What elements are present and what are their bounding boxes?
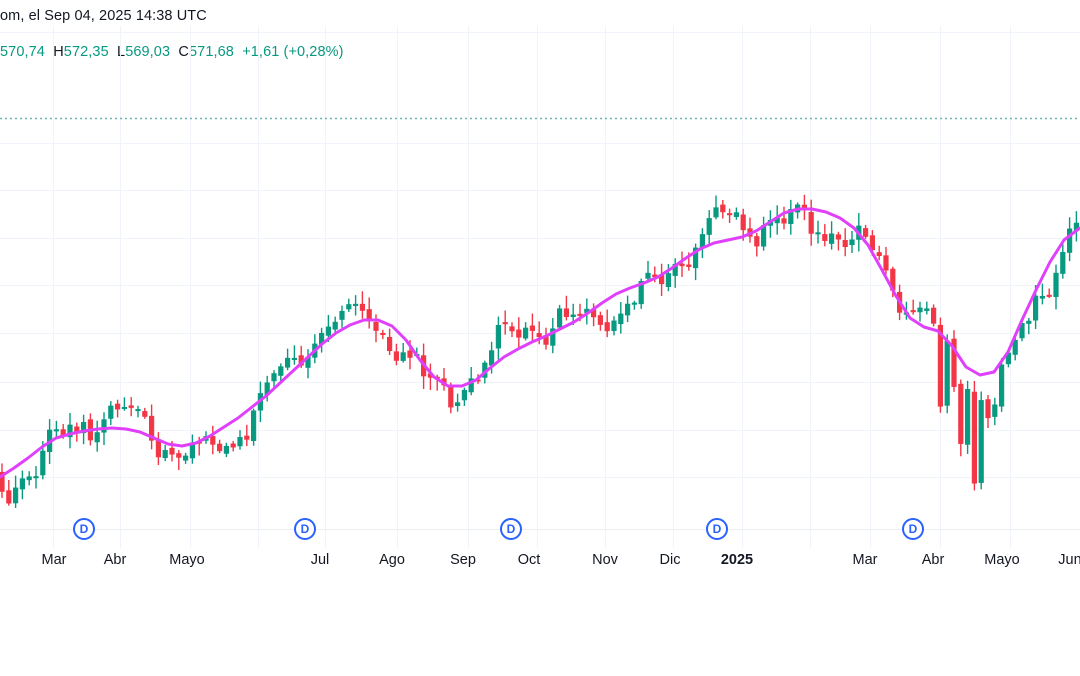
axis-gridline bbox=[940, 530, 941, 548]
axis-gridline bbox=[53, 530, 54, 548]
chart-plot-area[interactable] bbox=[0, 26, 1080, 529]
ohlc-close-label: C bbox=[178, 44, 189, 60]
candlestick-series bbox=[0, 194, 1079, 508]
axis-gridline bbox=[120, 530, 121, 548]
candlestick-chart-svg bbox=[0, 26, 1080, 529]
axis-tick-nov: Nov bbox=[592, 552, 618, 568]
moving-average-line bbox=[0, 207, 1080, 479]
ohlc-high-value: 572,35 bbox=[63, 44, 109, 60]
axis-gridline bbox=[870, 530, 871, 548]
ohlc-low-label: L bbox=[117, 44, 126, 60]
ohlc-high-label: H bbox=[53, 44, 64, 60]
axis-tick-sep: Sep bbox=[450, 552, 476, 568]
time-axis[interactable]: Mar Abr Mayo Jul Ago Sep Oct Nov Dic 2025 Mar Abr Ma… bbox=[0, 518, 1080, 676]
axis-tick-jul: Jul bbox=[310, 552, 330, 568]
dividend-marker-2[interactable]: D bbox=[294, 518, 316, 540]
axis-gridline bbox=[605, 530, 606, 548]
axis-gridline bbox=[325, 530, 326, 548]
axis-gridline bbox=[810, 530, 811, 548]
ohlc-close-value: 571,68 bbox=[188, 44, 234, 60]
axis-gridline bbox=[190, 530, 191, 548]
axis-tick-mar: Mar bbox=[852, 552, 878, 568]
axis-tick-mayo: Mayo bbox=[169, 552, 205, 568]
dividend-marker-1[interactable]: D bbox=[73, 518, 95, 540]
axis-tick-dic: Dic bbox=[659, 552, 681, 568]
dividend-marker-4[interactable]: D bbox=[706, 518, 728, 540]
axis-gridline bbox=[537, 530, 538, 548]
ohlc-open-value: 570,74 bbox=[0, 44, 45, 60]
dividend-marker-5[interactable]: D bbox=[902, 518, 924, 540]
axis-tick-oct: Oct bbox=[517, 552, 541, 568]
axis-gridline bbox=[1010, 530, 1011, 548]
axis-gridline bbox=[673, 530, 674, 548]
axis-tick-mar: Mar bbox=[41, 552, 67, 568]
axis-tick-mayo: Mayo bbox=[984, 552, 1020, 568]
axis-tick-2025: 2025 bbox=[720, 552, 754, 568]
chart-header-title: om, el Sep 04, 2025 14:38 UTC bbox=[0, 8, 207, 24]
vertical-gridlines bbox=[53, 26, 1011, 529]
axis-tick-jun: Jun bbox=[1058, 552, 1080, 568]
ohlc-legend: 570,74 H572,35 L569,03 C571,68 +1,61 (+0… bbox=[0, 42, 344, 62]
axis-tick-abr: Abr bbox=[103, 552, 127, 568]
axis-gridline bbox=[397, 530, 398, 548]
axis-gridline bbox=[742, 530, 743, 548]
axis-gridline bbox=[468, 530, 469, 548]
axis-tick-abr: Abr bbox=[921, 552, 945, 568]
horizontal-gridlines bbox=[0, 32, 1080, 478]
ohlc-low-value: 569,03 bbox=[125, 44, 171, 60]
axis-tick-ago: Ago bbox=[379, 552, 405, 568]
dividend-marker-3[interactable]: D bbox=[500, 518, 522, 540]
axis-gridline bbox=[258, 530, 259, 548]
ohlc-change-value: +1,61 (+0,28%) bbox=[242, 44, 344, 60]
